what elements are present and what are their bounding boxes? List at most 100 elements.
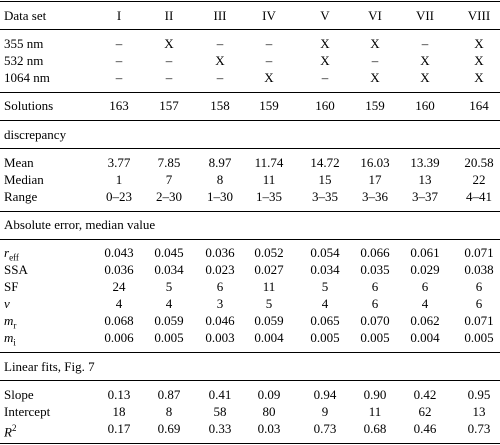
- cell-value: 3.77: [107, 155, 131, 170]
- cell-value: 0.029: [410, 262, 440, 277]
- cell-value: 4: [115, 296, 123, 311]
- cell-value: 4: [421, 296, 429, 311]
- row-label: Mean: [4, 154, 34, 171]
- cell-value: 14.72: [310, 155, 340, 170]
- cell-value: 0.42: [413, 387, 437, 402]
- rule-line: [0, 211, 500, 212]
- section-title: discrepancy: [4, 127, 67, 142]
- cell-value: –: [216, 70, 224, 85]
- cell-value: 62: [418, 404, 432, 419]
- cell-value: –: [115, 70, 123, 85]
- cell-value: 0.13: [107, 387, 131, 402]
- cell-value: 0.005: [360, 330, 390, 345]
- cell-value: 159: [365, 98, 385, 113]
- cell-value: 0.068: [104, 313, 134, 328]
- rule-line: [0, 1, 500, 2]
- cell-value: 5: [265, 296, 273, 311]
- rule-line: [0, 443, 500, 444]
- cell-value: 0.005: [310, 330, 340, 345]
- cell-value: 11: [262, 279, 276, 294]
- cell-value: 0.41: [208, 387, 232, 402]
- cell-value: 0.09: [257, 387, 281, 402]
- cell-value: 0.036: [104, 262, 134, 277]
- cell-value: –: [115, 53, 123, 68]
- cell-value: 20.58: [464, 155, 494, 170]
- cell-value: II: [164, 8, 174, 23]
- rule-line: [0, 92, 500, 93]
- rule-line: [0, 380, 500, 381]
- label-sub: i: [13, 337, 16, 348]
- cell-value: 22: [472, 172, 486, 187]
- cell-value: 0.065: [310, 313, 340, 328]
- rule-line: [0, 352, 500, 353]
- cell-value: 0.071: [464, 313, 494, 328]
- cell-value: 8: [216, 172, 224, 187]
- row-label: SF: [4, 278, 18, 295]
- cell-value: 0.059: [254, 313, 284, 328]
- cell-value: 158: [210, 98, 230, 113]
- cell-value: X: [370, 36, 380, 51]
- cell-value: X: [420, 70, 430, 85]
- cell-value: 11: [368, 404, 382, 419]
- cell-value: 0.003: [205, 330, 235, 345]
- cell-value: IV: [262, 8, 276, 23]
- cell-value: –: [265, 53, 273, 68]
- row-label: mr: [4, 312, 17, 331]
- cell-value: V: [320, 8, 330, 23]
- cell-value: 0.066: [360, 245, 390, 260]
- rule-line: [0, 148, 500, 149]
- row-label: reff: [4, 244, 19, 263]
- cell-value: 0.87: [157, 387, 181, 402]
- row-label: Median: [4, 171, 44, 188]
- cell-value: 5: [165, 279, 173, 294]
- cell-value: 0.33: [208, 421, 232, 436]
- row-label: Intercept: [4, 403, 50, 420]
- cell-value: 0.034: [310, 262, 340, 277]
- cell-value: –: [216, 36, 224, 51]
- label-text: Median: [4, 172, 44, 187]
- label-text: R: [4, 424, 12, 440]
- cell-value: –: [371, 53, 379, 68]
- cell-value: 3: [216, 296, 224, 311]
- row-label: 355 nm: [4, 35, 43, 52]
- cell-value: 8: [165, 404, 173, 419]
- cell-value: 0.004: [410, 330, 440, 345]
- label-text: 532 nm: [4, 53, 44, 68]
- cell-value: 80: [262, 404, 276, 419]
- cell-value: 0.023: [205, 262, 235, 277]
- cell-value: 0.17: [107, 421, 131, 436]
- cell-value: 5: [321, 279, 329, 294]
- row-label: 1064 nm: [4, 69, 50, 86]
- row-label: mi: [4, 329, 16, 348]
- rule-line: [0, 239, 500, 240]
- cell-value: 1–30: [207, 189, 233, 204]
- row-label: Slope: [4, 386, 34, 403]
- cell-value: 6: [475, 296, 483, 311]
- cell-value: 1: [115, 172, 123, 187]
- row-label: 532 nm: [4, 52, 43, 69]
- cell-value: 24: [112, 279, 126, 294]
- label-text: Solutions: [4, 98, 54, 113]
- row-label: SSA: [4, 261, 28, 278]
- label-text: v: [4, 296, 10, 311]
- cell-value: 3–36: [362, 189, 388, 204]
- cell-value: 4: [165, 296, 173, 311]
- cell-value: 0.038: [464, 262, 494, 277]
- cell-value: X: [474, 53, 484, 68]
- cell-value: VI: [368, 8, 382, 23]
- cell-value: 6: [421, 279, 429, 294]
- cell-value: 0.035: [360, 262, 390, 277]
- cell-value: –: [115, 36, 123, 51]
- cell-value: –: [321, 70, 329, 85]
- cell-value: VII: [415, 8, 435, 23]
- label-sup: 2: [11, 423, 17, 433]
- label-sub: r: [13, 320, 17, 331]
- label-text: SSA: [4, 262, 28, 277]
- cell-value: X: [164, 36, 174, 51]
- cell-value: 0.03: [257, 421, 281, 436]
- cell-value: 0.052: [254, 245, 284, 260]
- cell-value: 58: [213, 404, 227, 419]
- cell-value: 0.045: [154, 245, 184, 260]
- cell-value: 160: [315, 98, 335, 113]
- label-sub: eff: [9, 252, 19, 263]
